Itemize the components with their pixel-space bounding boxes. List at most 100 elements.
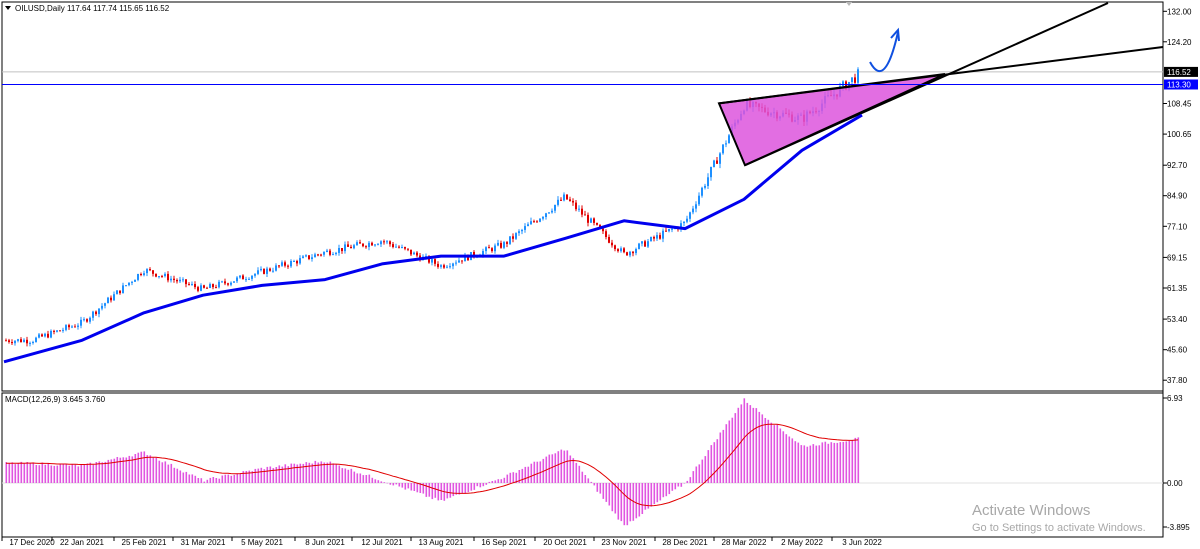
macd-bar [38,465,41,483]
macd-bar [515,472,518,483]
macd-bar [380,481,383,483]
candle-body [458,260,460,263]
candle-body [572,200,574,203]
macd-bar [788,436,791,483]
candle-body [140,274,142,275]
macd-bar [779,428,782,483]
moving-average-layer [3,113,863,364]
macd-bar [668,483,671,495]
candle-body [491,248,493,252]
macd-bar [440,483,443,500]
macd-bar [782,431,785,483]
macd-bar [827,443,830,483]
breakout-arrow[interactable] [869,31,899,73]
macd-bar [560,449,563,483]
current-price-label: 116.52 [1167,68,1191,77]
macd-bar [803,445,806,483]
candle-body [512,236,514,239]
macd-bar [410,483,413,491]
macd-bar [656,483,659,503]
candle-body [500,242,502,248]
candle-body [98,308,100,315]
macd-tick-label: -3.895 [1167,523,1190,532]
macd-bar [194,475,197,483]
macd-bar [806,446,809,483]
macd-bar [554,453,557,483]
candle-body [119,290,121,294]
candle-body [197,287,199,291]
macd-bar [272,468,275,483]
macd-bar [722,429,725,483]
macd-bar [635,483,638,519]
macd-bar [176,468,179,483]
macd-bar [8,463,11,483]
macd-bar [584,475,587,483]
triangle-down-icon[interactable] [5,6,11,10]
macd-bar [209,477,212,483]
macd-bar [41,462,44,483]
candle-body [530,221,532,225]
candle-body [857,69,859,83]
time-tick-label: 16 Sep 2021 [481,538,527,547]
macd-bar [800,445,803,483]
candle-body [395,246,397,248]
arrow-head-icon [890,27,900,42]
time-tick-label: 31 Mar 2021 [181,538,226,547]
candle-body [260,268,262,271]
macd-bar [650,483,653,507]
candle-body [17,339,19,341]
macd-bar [245,471,248,483]
macd-bar [362,475,365,483]
macd-bar [131,456,134,483]
macd-tick-label: 0.00 [1167,479,1183,488]
macd-bar [281,466,284,483]
macd-bar [476,483,479,487]
macd-bar [566,450,569,483]
candle-body [269,268,271,271]
candles-layer [5,67,859,347]
macd-bar [101,462,104,483]
candle-body [620,248,622,252]
macd-bar [377,480,380,483]
candle-body [284,262,286,266]
levels-layer[interactable] [2,27,1163,85]
candle-body [443,265,445,268]
macd-bar [692,471,695,483]
candle-body [155,273,157,277]
candle-body [206,287,208,289]
macd-bar [605,483,608,502]
macd-bar [590,481,593,483]
upper-trend-line[interactable] [718,46,1164,105]
macd-bar [230,475,233,483]
time-tick-label: 8 Jun 2021 [305,538,345,547]
macd-bar [743,398,746,483]
macd-bar [62,464,65,483]
macd-bar [461,483,464,494]
macd-bar [434,483,437,498]
candle-body [23,339,25,342]
macd-bar [395,483,398,485]
macd-bar [758,411,761,483]
macd-bar [398,483,401,487]
macd-bar [509,472,512,483]
candle-body [230,282,232,285]
candle-body [188,284,190,286]
triangle-pattern[interactable] [717,2,1164,167]
macd-bar [821,442,824,483]
macd-bar [200,478,203,483]
candle-body [701,187,703,196]
macd-bar [500,479,503,483]
macd-bar [167,464,170,483]
candle-body [647,241,649,247]
candle-body [434,259,436,264]
macd-bar [470,483,473,491]
price-tick-label: 77.10 [1167,222,1188,231]
macd-bar [425,483,428,497]
triangle-shape[interactable] [717,73,946,167]
candle-body [104,303,106,306]
macd-bar [161,462,164,483]
macd-bar [710,445,713,483]
macd-bar [629,483,632,522]
candle-body [689,212,691,219]
